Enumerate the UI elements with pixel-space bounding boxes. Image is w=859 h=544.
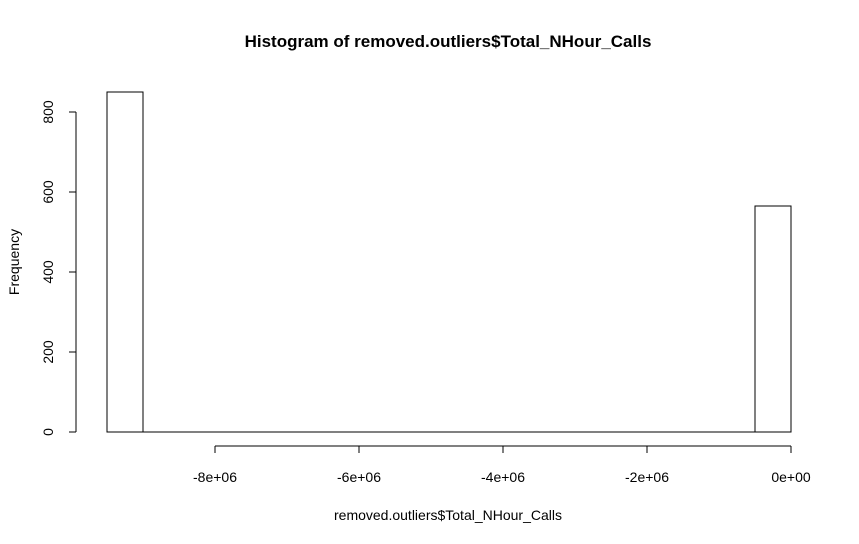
chart-title: Histogram of removed.outliers$Total_NHou…	[245, 32, 652, 51]
histogram-bars	[106, 91, 792, 433]
y-tick-label: 200	[40, 340, 56, 364]
x-tick-label: 0e+00	[771, 469, 811, 485]
x-tick-label: -6e+06	[337, 469, 381, 485]
x-tick-label: -8e+06	[193, 469, 237, 485]
y-tick-label: 400	[40, 260, 56, 284]
y-tick-label: 600	[40, 180, 56, 204]
histogram-bar	[106, 91, 144, 433]
y-tick-label: 0	[40, 428, 56, 436]
x-axis: -8e+06 -6e+06 -4e+06 -2e+06 0e+00	[193, 445, 811, 485]
histogram-bar	[754, 205, 792, 433]
x-axis-label: removed.outliers$Total_NHour_Calls	[334, 507, 562, 523]
y-axis: 0 200 400 600 800	[40, 100, 77, 436]
x-tick-label: -2e+06	[625, 469, 669, 485]
y-tick-label: 800	[40, 100, 56, 124]
y-axis-label: Frequency	[6, 229, 22, 295]
x-tick-label: -4e+06	[481, 469, 525, 485]
